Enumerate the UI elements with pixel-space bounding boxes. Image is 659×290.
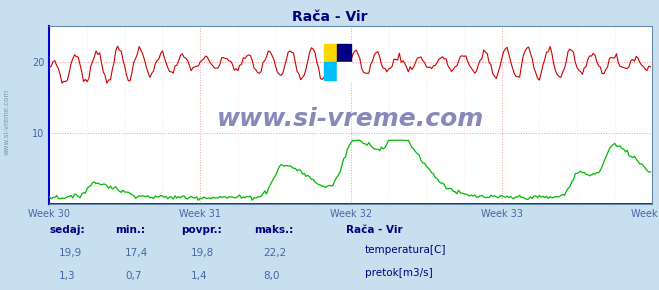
Text: 17,4: 17,4 <box>125 248 148 258</box>
Bar <box>337 62 351 80</box>
Text: 19,9: 19,9 <box>59 248 82 258</box>
Text: min.:: min.: <box>115 225 146 235</box>
Bar <box>337 44 351 62</box>
Text: maks.:: maks.: <box>254 225 293 235</box>
Text: pretok[m3/s]: pretok[m3/s] <box>365 268 433 278</box>
Text: www.si-vreme.com: www.si-vreme.com <box>217 107 484 131</box>
Text: 8,0: 8,0 <box>264 271 280 281</box>
Bar <box>324 62 337 80</box>
Text: 0,7: 0,7 <box>125 271 142 281</box>
Text: 22,2: 22,2 <box>264 248 287 258</box>
Text: temperatura[C]: temperatura[C] <box>365 245 447 255</box>
Text: povpr.:: povpr.: <box>181 225 222 235</box>
Text: 19,8: 19,8 <box>191 248 214 258</box>
Text: Rača - Vir: Rača - Vir <box>292 10 367 24</box>
Text: 1,4: 1,4 <box>191 271 208 281</box>
Bar <box>324 44 337 62</box>
Text: sedaj:: sedaj: <box>49 225 85 235</box>
Text: www.si-vreme.com: www.si-vreme.com <box>3 89 10 155</box>
Text: Rača - Vir: Rača - Vir <box>346 225 403 235</box>
Text: 1,3: 1,3 <box>59 271 76 281</box>
